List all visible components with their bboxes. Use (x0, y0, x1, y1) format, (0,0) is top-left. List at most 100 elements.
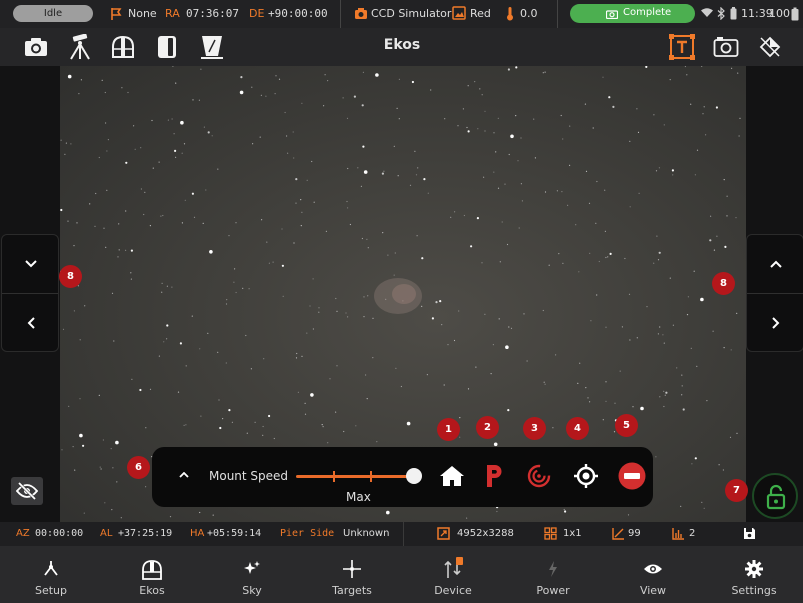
hide-overlay-button[interactable] (11, 477, 43, 505)
star (493, 132, 495, 134)
move-up-button[interactable] (747, 235, 803, 293)
move-down-button[interactable] (2, 235, 60, 293)
chevron-down-icon (25, 260, 37, 268)
camera-icon (606, 10, 618, 19)
star (226, 299, 228, 301)
home-button[interactable] (439, 465, 465, 487)
dust-cap-icon[interactable] (157, 35, 177, 59)
lock-button[interactable] (752, 473, 798, 519)
nav-ekos[interactable]: Ekos (102, 546, 202, 603)
nav-settings[interactable]: Settings (704, 546, 803, 603)
star (140, 147, 142, 149)
star (662, 334, 664, 336)
star (262, 425, 264, 428)
camera-icon[interactable] (24, 36, 48, 58)
star (327, 442, 329, 444)
nav-device[interactable]: Device (403, 546, 503, 603)
sky-image-viewer[interactable] (60, 66, 746, 522)
lock-open-icon (766, 484, 786, 510)
star (312, 328, 314, 330)
resolution-value: 4952x3288 (457, 528, 514, 539)
battery-charging-icon (730, 7, 737, 20)
star (130, 278, 132, 280)
bottom-navigation: Setup Ekos Sky Targets Device Power View… (0, 546, 803, 603)
capture-preview-icon[interactable] (713, 36, 739, 58)
mount-speed-value: Max (346, 490, 371, 504)
move-right-button[interactable] (747, 294, 803, 352)
star (578, 271, 580, 273)
star (212, 514, 214, 516)
star (476, 217, 479, 220)
stop-button[interactable] (618, 462, 646, 490)
star (235, 291, 237, 294)
star (200, 415, 202, 417)
goto-button[interactable] (573, 463, 599, 489)
star (248, 288, 250, 290)
chevron-right-icon (772, 317, 780, 329)
star (712, 330, 714, 332)
star (664, 394, 666, 396)
star (166, 285, 168, 287)
star (327, 80, 329, 82)
star (658, 167, 661, 169)
star (715, 106, 719, 109)
star (98, 156, 100, 159)
target-frame-icon[interactable] (669, 34, 695, 60)
star (713, 249, 716, 251)
star (342, 97, 344, 99)
star (636, 337, 638, 339)
slider-thumb[interactable] (406, 468, 422, 484)
star (669, 79, 671, 81)
star (181, 152, 183, 154)
star (416, 235, 418, 237)
star (174, 149, 177, 152)
star (199, 348, 201, 350)
star (207, 131, 210, 134)
star (161, 291, 163, 293)
star (198, 99, 200, 101)
star (209, 250, 213, 254)
star (167, 119, 169, 121)
star (730, 349, 732, 351)
nav-view[interactable]: View (603, 546, 703, 603)
star (67, 220, 69, 222)
callout-badge-3: 3 (523, 417, 546, 440)
star (421, 305, 423, 307)
resolution-icon (437, 527, 450, 540)
star (60, 139, 62, 141)
nav-sky[interactable]: Sky (202, 546, 302, 603)
nav-setup[interactable]: Setup (1, 546, 101, 603)
star (421, 257, 424, 260)
tripod-mount-icon[interactable] (68, 34, 92, 60)
park-button[interactable] (485, 464, 503, 488)
move-left-button[interactable] (2, 294, 60, 352)
star (321, 424, 323, 426)
focus-tool-icon[interactable] (758, 35, 782, 59)
tracking-button[interactable] (527, 464, 551, 488)
star (613, 431, 616, 433)
dome-icon[interactable] (111, 35, 135, 59)
star (192, 99, 194, 101)
star (225, 303, 228, 305)
de-value: +90:00:00 (268, 7, 328, 20)
star (520, 137, 522, 139)
star (158, 355, 160, 357)
star (304, 413, 307, 415)
star (671, 169, 675, 172)
star (106, 189, 108, 191)
ha-label: HA (190, 528, 205, 539)
star (700, 297, 704, 302)
nav-power[interactable]: Power (503, 546, 603, 603)
star (111, 509, 113, 511)
state-pill: Idle (13, 5, 93, 22)
nav-targets[interactable]: Targets (302, 546, 402, 603)
star (450, 216, 452, 218)
star (300, 225, 302, 227)
flat-panel-icon[interactable] (199, 34, 225, 60)
star (199, 511, 201, 514)
callout-badge-5: 5 (615, 414, 638, 437)
chevron-up-icon[interactable] (179, 472, 189, 478)
star (579, 362, 581, 364)
save-icon[interactable] (743, 527, 756, 540)
star (118, 223, 120, 225)
